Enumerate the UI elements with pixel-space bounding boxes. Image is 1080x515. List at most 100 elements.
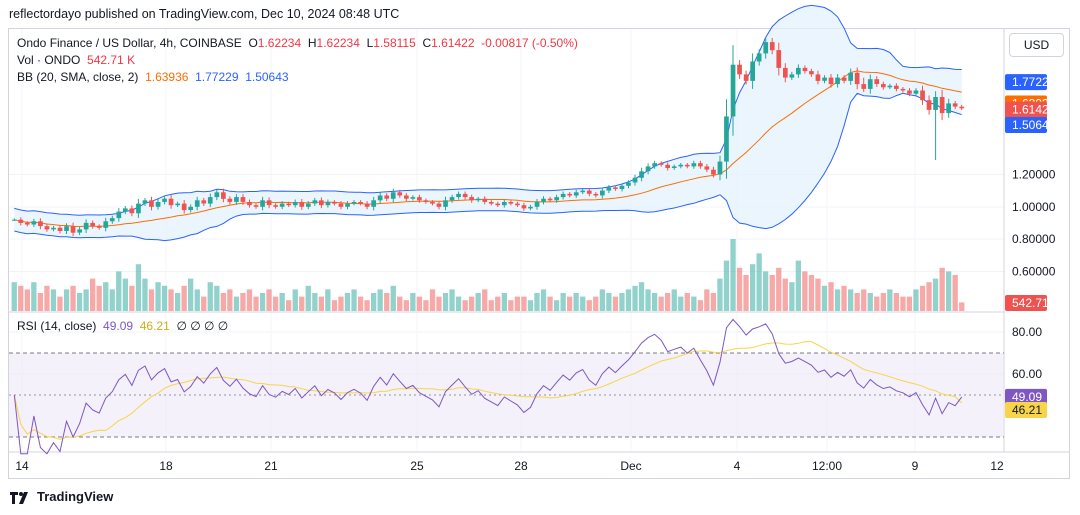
- rsi-ma-badge-bg: [1005, 401, 1047, 418]
- price-tick-label: 0.60000: [1012, 265, 1056, 279]
- rsi-ma-line: [13, 341, 963, 440]
- volume-bar: [808, 275, 815, 311]
- volume-bar: [384, 293, 390, 311]
- candle-body: [711, 169, 716, 175]
- volume-bar: [743, 275, 749, 311]
- volume-bar: [475, 293, 481, 311]
- volume-bar: [638, 282, 645, 311]
- volume-bar: [723, 260, 730, 311]
- candle-body: [253, 205, 259, 207]
- bb-label[interactable]: BB (20, SMA, close, 2): [17, 70, 139, 84]
- volume-bar: [246, 289, 253, 311]
- candle-body: [116, 211, 122, 219]
- symbol-title[interactable]: Ondo Finance / US Dollar, 4h, COINBASE: [17, 36, 242, 50]
- candle-body: [521, 205, 527, 209]
- volume-bar: [913, 289, 919, 311]
- candle-body: [25, 222, 30, 225]
- volume-bar: [442, 293, 449, 311]
- candle-body: [567, 193, 572, 196]
- volume-bar: [919, 285, 926, 311]
- candle-body: [475, 198, 481, 201]
- candle-body: [874, 79, 880, 84]
- lower-band-badge: 1.50643: [1012, 118, 1056, 132]
- volume-bar: [410, 293, 416, 311]
- candle-body: [410, 197, 416, 199]
- volume-bar: [63, 289, 70, 311]
- bb-upper-value: 1.77229: [195, 70, 239, 84]
- volume-bar: [802, 271, 808, 311]
- volume-bar: [273, 296, 279, 311]
- candle-body: [789, 74, 795, 78]
- candle-body: [586, 190, 592, 194]
- candle-body: [743, 74, 749, 81]
- volume-bar: [70, 285, 76, 311]
- published-line: reflectordayo published on TradingView.c…: [9, 7, 400, 21]
- candle-body: [639, 171, 644, 178]
- candle-body: [913, 90, 919, 94]
- volume-bar: [436, 296, 442, 311]
- volume-bar: [76, 293, 83, 311]
- candle-body: [756, 53, 762, 62]
- volume-bar: [769, 275, 775, 311]
- candle-body: [887, 85, 893, 88]
- currency-button[interactable]: USD: [1009, 33, 1064, 57]
- candle-body: [149, 200, 154, 207]
- chart-legend: Ondo Finance / US Dollar, 4h, COINBASE O…: [17, 35, 578, 86]
- volume-bar: [867, 293, 873, 311]
- volume-label[interactable]: Vol · ONDO: [17, 53, 81, 67]
- time-tick-label: 21: [264, 459, 278, 473]
- volume-bar: [482, 289, 488, 311]
- candle-body: [51, 227, 56, 230]
- high-label: H: [307, 36, 317, 50]
- candle-body: [815, 74, 821, 81]
- volume-bar: [795, 260, 801, 311]
- volume-bar: [828, 282, 834, 311]
- candle-body: [809, 71, 814, 75]
- candle-body: [560, 193, 566, 198]
- candle-body: [266, 200, 272, 206]
- candle-body: [371, 200, 376, 207]
- volume-bar: [652, 293, 658, 311]
- candle-body: [384, 195, 390, 199]
- volume-bar: [495, 296, 501, 311]
- candle-body: [900, 88, 906, 91]
- bb-lower-value: 1.50643: [245, 70, 289, 84]
- close-value: 1.61422: [431, 36, 475, 50]
- last-price-badge: 1.61422: [1012, 103, 1056, 117]
- volume-bar: [18, 285, 24, 311]
- volume-bar: [939, 267, 945, 311]
- volume-bar: [148, 289, 155, 311]
- tradingview-logo[interactable]: TradingView: [10, 489, 113, 504]
- candle-body: [430, 202, 435, 204]
- rsi-tick-label: 80.00: [1012, 325, 1042, 339]
- volume-bar: [560, 293, 566, 311]
- candle-body: [763, 42, 769, 54]
- volume-bar: [959, 302, 965, 311]
- candle-body: [508, 202, 514, 204]
- candle-body: [665, 164, 670, 168]
- volume-bar: [540, 289, 547, 311]
- candle-body: [828, 77, 834, 85]
- volume-bar: [429, 289, 436, 311]
- rsi-pane: [9, 318, 1004, 455]
- volume-bar: [880, 293, 886, 311]
- time-tick-label: 4: [734, 459, 741, 473]
- time-tick-label: 9: [912, 459, 919, 473]
- volume-bar: [632, 285, 638, 311]
- rsi-label[interactable]: RSI (14, close): [17, 319, 97, 333]
- candle-body: [606, 187, 612, 191]
- volume-bar: [155, 282, 161, 311]
- candle-body: [737, 64, 742, 75]
- time-tick-label: 12: [990, 459, 1004, 473]
- rsi-tick-label: 60.00: [1012, 367, 1042, 381]
- time-tick-label: 28: [514, 459, 528, 473]
- chart-frame: [8, 28, 1070, 479]
- time-tick-label: 25: [410, 459, 424, 473]
- volume-bar: [214, 285, 220, 311]
- candle-body: [129, 208, 135, 214]
- candle-body: [57, 227, 63, 231]
- volume-bar: [612, 296, 619, 311]
- candle-body: [319, 200, 324, 206]
- candle-body: [684, 164, 690, 167]
